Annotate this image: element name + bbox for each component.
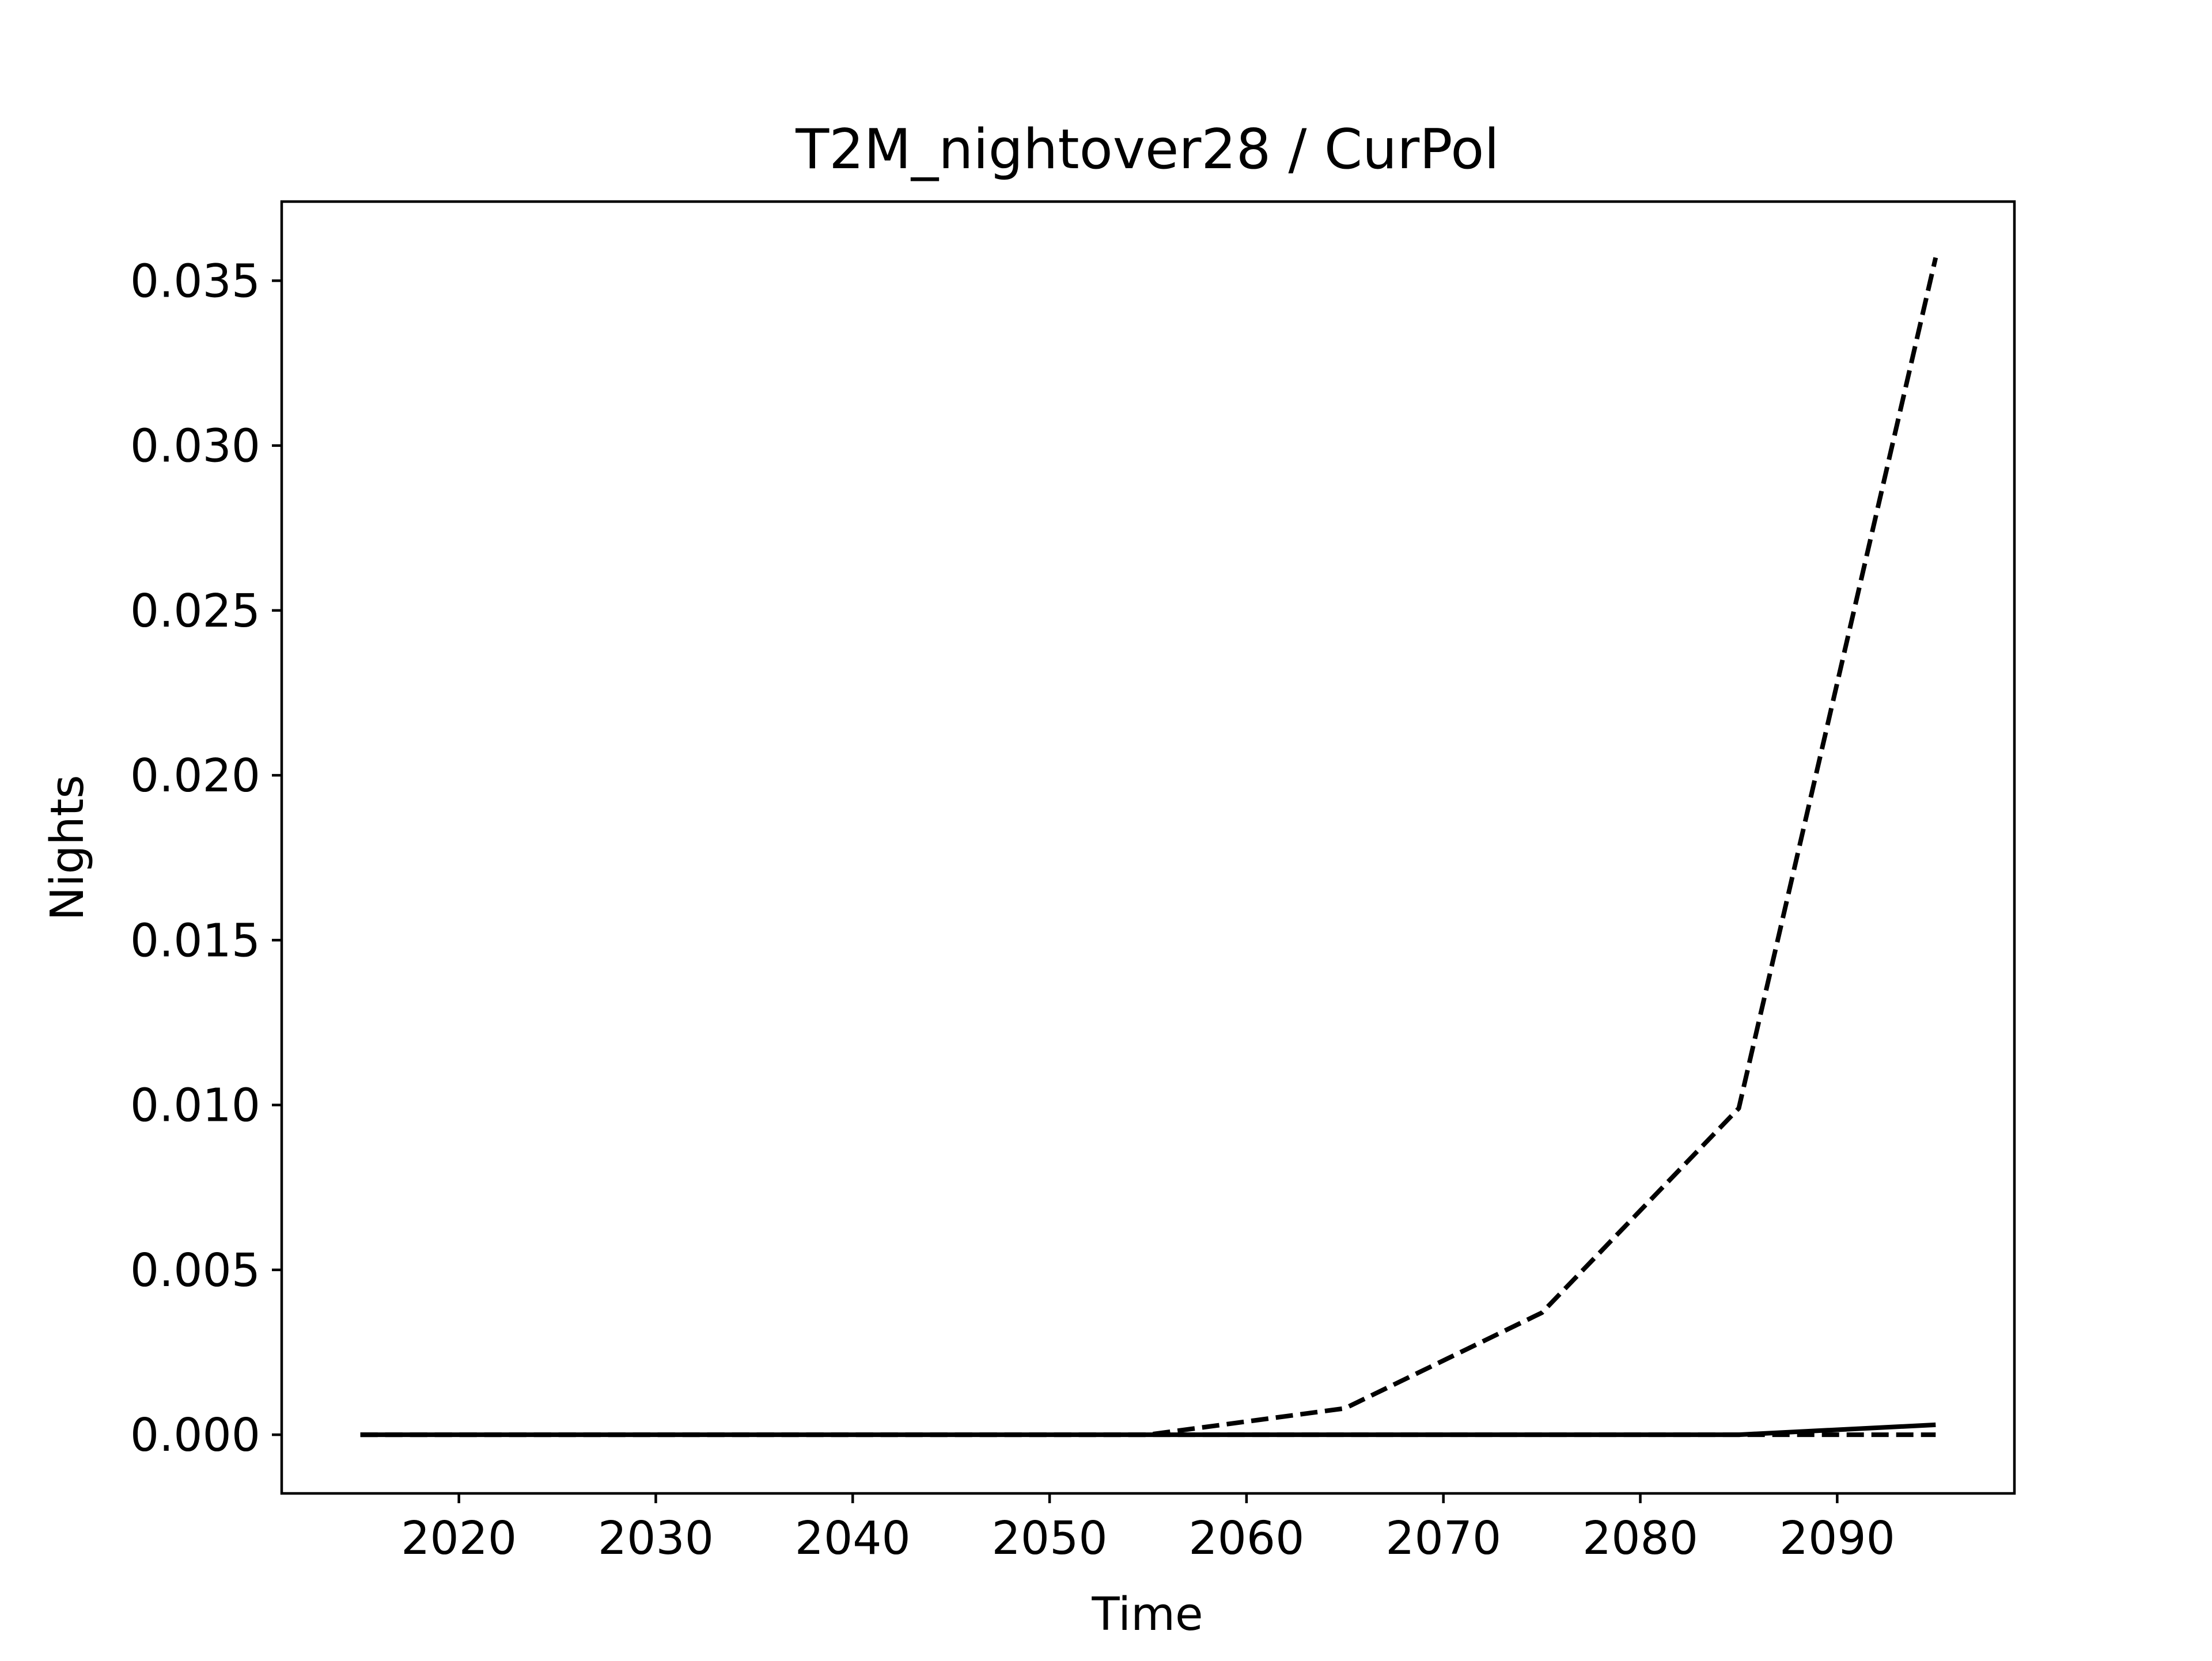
y-axis-label: Nights bbox=[41, 775, 94, 920]
y-tick-label: 0.035 bbox=[130, 255, 260, 308]
x-tick-label: 2080 bbox=[1582, 1512, 1698, 1565]
y-tick-label: 0.025 bbox=[130, 585, 260, 638]
y-tick-label: 0.030 bbox=[130, 420, 260, 473]
x-tick-label: 2060 bbox=[1188, 1512, 1304, 1565]
x-axis-label: Time bbox=[1091, 1588, 1203, 1641]
chart-title: T2M_nightover28 / CurPol bbox=[795, 118, 1499, 181]
x-tick-label: 2020 bbox=[401, 1512, 517, 1565]
x-tick-label: 2050 bbox=[992, 1512, 1108, 1565]
x-tick-label: 2090 bbox=[1779, 1512, 1895, 1565]
y-tick-label: 0.015 bbox=[130, 914, 260, 967]
y-tick-label: 0.020 bbox=[130, 749, 260, 802]
x-tick-label: 2030 bbox=[598, 1512, 714, 1565]
x-axis: 2020 2030 2040 2050 2060 2070 2080 2090 bbox=[401, 1493, 1895, 1565]
x-tick-label: 2070 bbox=[1385, 1512, 1501, 1565]
y-tick-label: 0.005 bbox=[130, 1244, 260, 1297]
y-tick-label: 0.010 bbox=[130, 1079, 260, 1132]
plot-area-frame bbox=[280, 200, 2016, 1495]
series-layer bbox=[360, 257, 1938, 1438]
y-tick-label: 0.000 bbox=[130, 1409, 260, 1462]
x-tick-label: 2040 bbox=[795, 1512, 911, 1565]
y-axis: 0.000 0.005 0.010 0.015 0.020 0.025 0.030 0.035 bbox=[130, 255, 282, 1462]
